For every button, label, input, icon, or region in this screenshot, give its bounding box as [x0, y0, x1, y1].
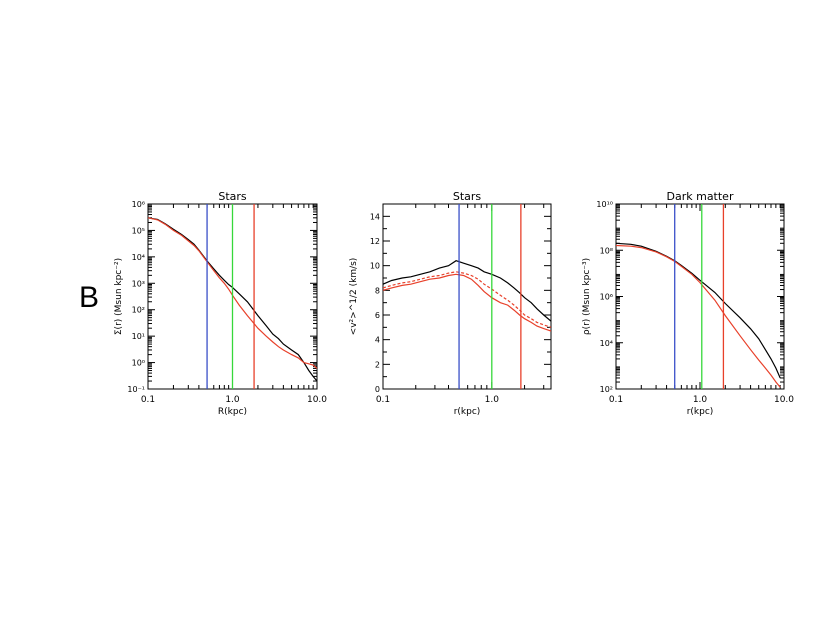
y-tick-label: 10³	[132, 279, 145, 288]
y-axis-label: Σ(r) (Msun kpc⁻²)	[114, 258, 124, 335]
x-axis-label: r(kpc)	[687, 407, 714, 417]
x-tick-label: 1.0	[693, 395, 708, 405]
series-line-2	[616, 244, 781, 388]
x-tick-label: 1.0	[485, 395, 500, 405]
y-tick-label: 10⁰	[132, 359, 145, 368]
y-tick-label: 10⁵	[132, 226, 145, 235]
y-tick-label: 10⁴	[132, 253, 145, 262]
chart-title: Stars	[453, 190, 482, 203]
panel-label: B	[79, 281, 100, 314]
y-tick-label: 10⁴	[600, 339, 613, 348]
x-tick-label: 0.1	[376, 395, 390, 405]
y-tick-label: 10¹⁰	[596, 200, 613, 209]
chart-panel-3: Dark matter 0.1 1.0 10.0 10² 10⁴ 10⁶ 10⁸ 10¹⁰ r(k…	[582, 190, 794, 417]
y-tick-label: 12	[370, 237, 380, 246]
y-tick-label: 4	[375, 336, 380, 345]
x-tick-label: 10.0	[307, 395, 327, 405]
y-tick-label: 10¹	[132, 332, 145, 341]
chart-panel-2: Stars 0.1 1.0 0 2 4 6 8 10 12 14 r(kpc) <v²>^1/2 (km…	[349, 190, 552, 417]
x-axis-label: R(kpc)	[218, 407, 247, 417]
series-line-3	[383, 271, 551, 328]
series-group	[383, 260, 551, 332]
y-tick-label: 0	[375, 385, 380, 394]
x-tick-label: 1.0	[225, 395, 240, 405]
series-group	[616, 242, 781, 388]
y-tick-label: 10⁶	[132, 200, 145, 209]
x-axis-label: r(kpc)	[454, 407, 481, 417]
y-tick-label: 10²	[600, 385, 613, 394]
y-tick-label: 10²	[132, 306, 145, 315]
chart-panel-1: Stars 0.1 1.0 10.0 10⁻¹ 10⁰ 10¹ 10² 10³ 10⁴ 10⁵ 10⁶…	[114, 190, 327, 417]
y-tick-label: 10⁸	[600, 246, 613, 255]
y-tick-label: 10⁻¹	[127, 385, 145, 394]
y-tick-label: 2	[375, 360, 380, 369]
series-line-1	[383, 260, 551, 322]
y-tick-label: 10	[370, 262, 380, 271]
y-tick-label: 14	[370, 212, 380, 221]
y-axis-label: ρ(r) (Msun kpc⁻³)	[582, 258, 592, 335]
chart-title: Dark matter	[667, 190, 734, 203]
series-line-1	[616, 242, 781, 379]
y-tick-label: 8	[375, 286, 380, 295]
x-tick-label: 0.1	[141, 395, 155, 405]
y-tick-label: 6	[375, 311, 380, 320]
plot-frame	[615, 203, 785, 390]
y-axis-label: <v²>^1/2 (km/s)	[349, 258, 359, 336]
chart-title: Stars	[218, 190, 247, 203]
x-tick-label: 10.0	[774, 395, 794, 405]
series-line-2	[383, 273, 551, 332]
plot-frame	[382, 203, 552, 390]
y-tick-label: 10⁶	[600, 293, 613, 302]
x-tick-label: 0.1	[609, 395, 623, 405]
